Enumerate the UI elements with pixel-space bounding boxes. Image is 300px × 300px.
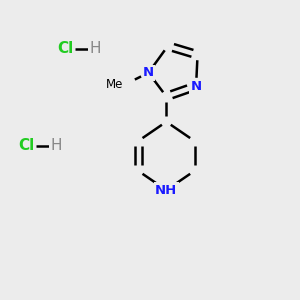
Text: Cl: Cl	[57, 41, 74, 56]
Text: H: H	[51, 138, 62, 153]
Text: Cl: Cl	[19, 138, 35, 153]
Text: Me: Me	[106, 78, 123, 91]
Text: NH: NH	[155, 184, 178, 196]
Text: H: H	[89, 41, 101, 56]
Text: N: N	[143, 66, 154, 79]
Text: N: N	[190, 80, 202, 93]
